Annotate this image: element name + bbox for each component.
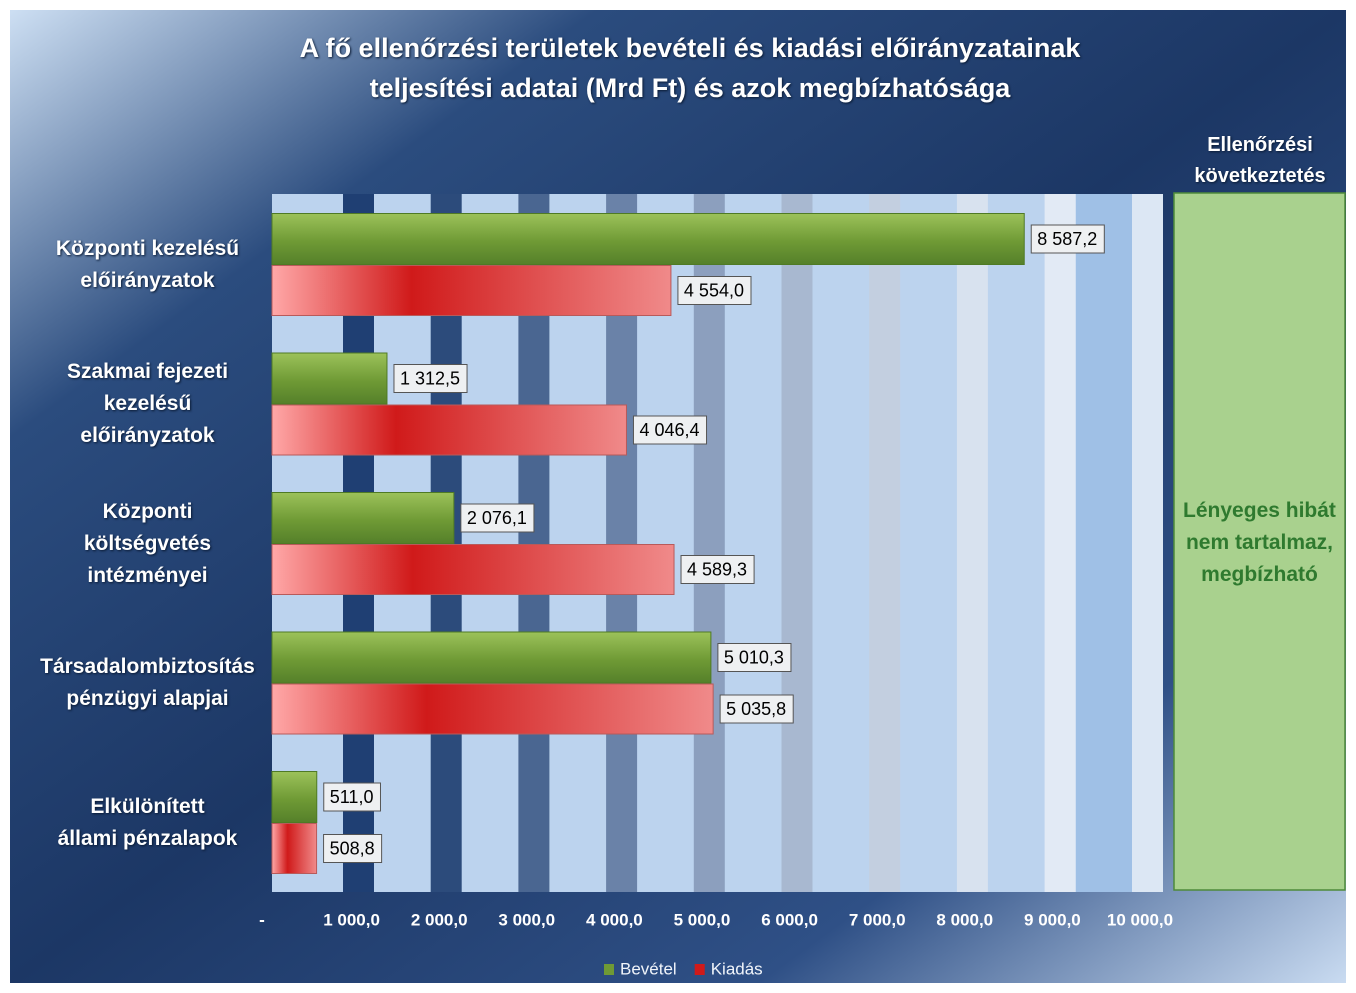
x-tick-label: 8 000,0 bbox=[936, 910, 993, 929]
value-label: 5 035,8 bbox=[726, 699, 786, 719]
legend-label: Kiadás bbox=[711, 959, 763, 978]
x-tick-label: 1 000,0 bbox=[323, 910, 380, 929]
x-tick-label: 2 000,0 bbox=[411, 910, 468, 929]
category-label: Társadalombiztosítás pénzügyi alapjai bbox=[40, 655, 255, 710]
x-tick-label: 10 000,0 bbox=[1107, 910, 1173, 929]
bar bbox=[271, 631, 712, 684]
value-label: 4 589,3 bbox=[687, 559, 747, 579]
category-label: Elkülönített állami pénzalapok bbox=[57, 794, 238, 850]
panel-header: Ellenőrzési következtetés bbox=[1194, 134, 1326, 187]
stripe bbox=[869, 194, 901, 892]
x-tick-label: 9 000,0 bbox=[1024, 910, 1081, 929]
value-label-box bbox=[323, 782, 381, 812]
panel-text: Lényeges hibát nem tartalmaz, megbízható bbox=[1183, 499, 1336, 586]
bar bbox=[271, 771, 318, 823]
legend-label: Bevétel bbox=[620, 959, 677, 978]
bar bbox=[271, 823, 318, 874]
stripe bbox=[1076, 194, 1132, 892]
value-label-box bbox=[719, 694, 794, 724]
x-tick-label: 7 000,0 bbox=[849, 910, 906, 929]
value-label-box bbox=[393, 364, 468, 393]
bar bbox=[271, 213, 1025, 265]
value-label-box bbox=[677, 276, 752, 305]
value-label-box bbox=[460, 503, 535, 533]
stripe bbox=[1132, 194, 1163, 892]
value-label: 4 046,4 bbox=[639, 420, 699, 440]
value-label: 5 010,3 bbox=[724, 647, 784, 667]
bar bbox=[271, 404, 627, 456]
stripe bbox=[781, 194, 813, 892]
value-label-box bbox=[680, 555, 755, 584]
stripe bbox=[956, 194, 988, 892]
value-label-box bbox=[323, 834, 383, 863]
value-label-box bbox=[1030, 224, 1105, 254]
value-label: 4 554,0 bbox=[684, 280, 744, 300]
value-label-box bbox=[632, 415, 708, 445]
value-label: 8 587,2 bbox=[1037, 229, 1097, 249]
bar bbox=[271, 352, 388, 405]
x-tick-label: 4 000,0 bbox=[586, 910, 643, 929]
value-label: 508,8 bbox=[330, 838, 375, 858]
category-label: Központi költségvetés intézményei bbox=[83, 499, 212, 587]
legend-swatch bbox=[604, 964, 614, 975]
category-label: Szakmai fejezeti kezelésű előirányzatok bbox=[66, 360, 229, 447]
x-tick-label: 6 000,0 bbox=[761, 910, 818, 929]
stripe bbox=[693, 194, 725, 892]
x-tick-label: 5 000,0 bbox=[674, 910, 731, 929]
stripe bbox=[1044, 194, 1076, 892]
legend-swatch bbox=[694, 964, 705, 975]
bar bbox=[271, 265, 672, 316]
bar bbox=[271, 683, 714, 735]
value-label: 511,0 bbox=[330, 787, 374, 807]
value-label: 1 312,5 bbox=[400, 368, 460, 388]
category-label: Központi kezelésű előirányzatok bbox=[55, 236, 240, 292]
bar bbox=[271, 492, 455, 544]
value-label-box bbox=[717, 643, 792, 672]
bar bbox=[271, 544, 675, 595]
x-tick-label: - bbox=[259, 910, 265, 929]
x-tick-label: 3 000,0 bbox=[498, 910, 555, 929]
chart-title: A fő ellenőrzési területek bevételi és k… bbox=[299, 33, 1081, 103]
value-label: 2 076,1 bbox=[467, 508, 527, 528]
conclusion-box bbox=[1173, 192, 1346, 891]
